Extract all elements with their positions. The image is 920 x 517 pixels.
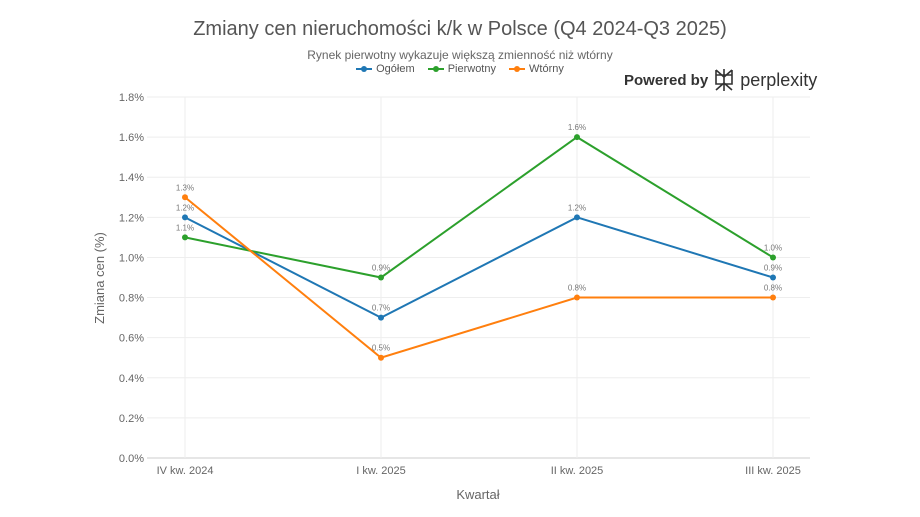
legend: Ogółem Pierwotny Wtórny	[0, 63, 920, 75]
y-tick-label: 1.8%	[119, 92, 144, 104]
data-label: 0.9%	[372, 264, 390, 273]
data-point	[770, 274, 776, 281]
data-point	[574, 294, 580, 301]
legend-item-ogolem[interactable]: Ogółem	[356, 63, 415, 75]
series-line-Pierwotny	[184, 135, 774, 279]
data-point	[574, 214, 580, 221]
data-label: 1.6%	[568, 123, 586, 132]
y-tick-label: 0.0%	[119, 453, 144, 465]
powered-by-text: Powered by	[624, 71, 709, 89]
data-label: 0.7%	[372, 304, 390, 313]
data-point	[378, 314, 384, 321]
y-tick-label: 0.8%	[119, 293, 144, 305]
y-tick-label: 1.4%	[119, 172, 144, 184]
perplexity-branding: Powered by perplexity	[624, 68, 817, 92]
y-tick-label: 1.2%	[119, 212, 144, 224]
y-tick-label: 0.2%	[119, 413, 144, 425]
series-line-Wtórny	[184, 196, 773, 359]
x-tick-label: II kw. 2025	[551, 465, 604, 477]
data-point	[378, 354, 384, 361]
data-label: 0.8%	[764, 284, 782, 293]
legend-item-wtorny[interactable]: Wtórny	[509, 63, 564, 75]
y-axis-label: Zmiana cen (%)	[92, 232, 107, 324]
y-tick-label: 0.4%	[119, 373, 144, 385]
data-point	[182, 234, 188, 241]
legend-item-pierwotny[interactable]: Pierwotny	[427, 63, 496, 75]
data-label: 0.9%	[764, 264, 782, 273]
series-line-Ogółem	[184, 216, 774, 319]
data-point	[378, 274, 384, 281]
y-tick-label: 1.0%	[119, 252, 144, 264]
chart-title: Zmiany cen nieruchomości k/k w Polsce (Q…	[193, 18, 727, 40]
x-tick-label: IV kw. 2024	[157, 465, 214, 477]
data-label: 1.2%	[176, 203, 194, 212]
data-point	[770, 254, 776, 261]
perplexity-logo-icon	[715, 69, 734, 91]
data-label: 1.1%	[176, 223, 194, 232]
data-label: 1.3%	[176, 183, 194, 192]
data-label: 1.0%	[764, 243, 782, 252]
data-label: 1.2%	[568, 203, 586, 212]
y-tick-label: 0.6%	[119, 333, 144, 345]
y-tick-label: 1.6%	[119, 132, 144, 144]
x-tick-label: III kw. 2025	[745, 465, 801, 477]
perplexity-wordmark: perplexity	[740, 69, 818, 90]
data-label: 0.5%	[372, 344, 390, 353]
chart-subtitle: Rynek pierwotny wykazuje większą zmienno…	[307, 48, 613, 62]
data-point	[182, 214, 188, 221]
data-label: 0.8%	[568, 284, 586, 293]
x-axis-label: Kwartał	[456, 487, 499, 502]
data-point	[182, 194, 188, 201]
data-point	[574, 134, 580, 141]
data-point	[770, 294, 776, 301]
x-tick-label: I kw. 2025	[356, 465, 406, 477]
